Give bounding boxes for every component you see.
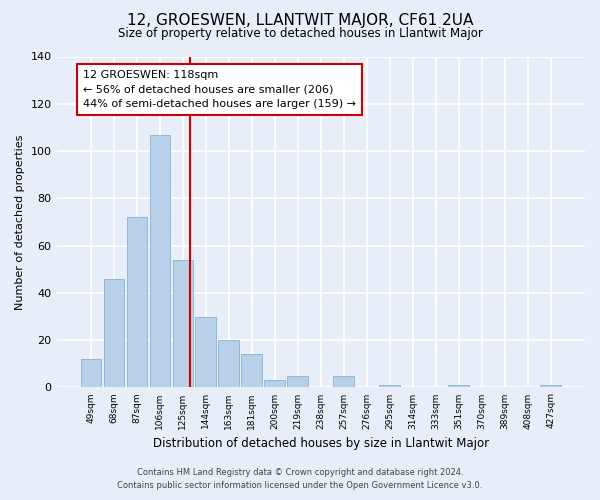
Text: 12, GROESWEN, LLANTWIT MAJOR, CF61 2UA: 12, GROESWEN, LLANTWIT MAJOR, CF61 2UA <box>127 12 473 28</box>
Bar <box>287 376 308 388</box>
Bar <box>265 380 285 388</box>
Bar <box>149 134 170 388</box>
Text: Contains HM Land Registry data © Crown copyright and database right 2024.
Contai: Contains HM Land Registry data © Crown c… <box>118 468 482 490</box>
Text: Size of property relative to detached houses in Llantwit Major: Size of property relative to detached ho… <box>118 28 482 40</box>
Bar <box>127 217 147 388</box>
Bar <box>241 354 262 388</box>
Bar <box>196 316 216 388</box>
Bar <box>334 376 354 388</box>
Bar <box>173 260 193 388</box>
Text: 12 GROESWEN: 118sqm
← 56% of detached houses are smaller (206)
44% of semi-detac: 12 GROESWEN: 118sqm ← 56% of detached ho… <box>83 70 356 110</box>
Bar <box>540 385 561 388</box>
Bar <box>448 385 469 388</box>
Bar <box>104 278 124 388</box>
Bar <box>218 340 239 388</box>
Bar <box>379 385 400 388</box>
X-axis label: Distribution of detached houses by size in Llantwit Major: Distribution of detached houses by size … <box>153 437 489 450</box>
Y-axis label: Number of detached properties: Number of detached properties <box>15 134 25 310</box>
Bar <box>80 359 101 388</box>
